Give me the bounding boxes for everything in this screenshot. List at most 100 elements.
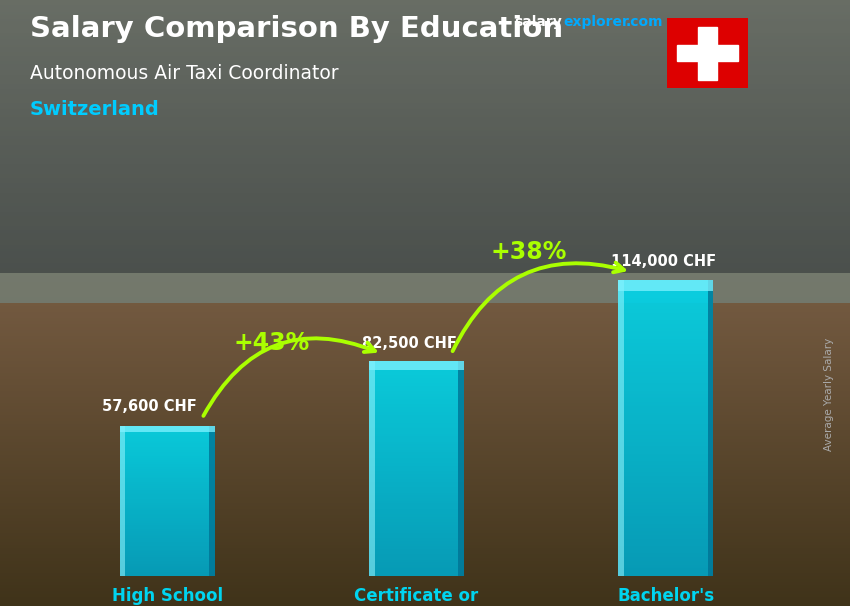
Bar: [120, 568, 214, 570]
Text: 114,000 CHF: 114,000 CHF: [611, 255, 716, 269]
Bar: [120, 426, 214, 428]
Bar: [369, 455, 464, 458]
Bar: [120, 465, 214, 467]
Bar: [120, 503, 214, 505]
Bar: [369, 527, 464, 530]
Bar: [369, 415, 464, 418]
Bar: [120, 430, 214, 431]
Bar: [369, 444, 464, 447]
Bar: [369, 361, 464, 370]
Bar: [120, 533, 214, 534]
Bar: [120, 574, 214, 576]
Bar: [369, 399, 464, 402]
Bar: [120, 516, 214, 518]
Bar: [120, 464, 214, 465]
Bar: [369, 361, 464, 364]
Bar: [619, 342, 713, 346]
Bar: [369, 525, 464, 527]
Bar: [120, 514, 214, 516]
Bar: [120, 454, 214, 456]
Bar: [120, 540, 214, 542]
Bar: [120, 426, 126, 576]
Bar: [369, 474, 464, 476]
Bar: [120, 493, 214, 495]
Bar: [369, 482, 464, 485]
Bar: [619, 542, 713, 546]
Bar: [369, 570, 464, 573]
Bar: [677, 45, 739, 61]
Bar: [369, 383, 464, 385]
Bar: [369, 364, 464, 367]
Bar: [619, 550, 713, 553]
Bar: [458, 361, 464, 576]
Bar: [120, 474, 214, 476]
Text: 82,500 CHF: 82,500 CHF: [361, 336, 456, 351]
Bar: [369, 554, 464, 557]
Bar: [619, 535, 713, 539]
Bar: [369, 447, 464, 450]
Bar: [619, 302, 713, 305]
Bar: [369, 522, 464, 525]
Bar: [369, 468, 464, 471]
Bar: [369, 549, 464, 551]
Bar: [369, 476, 464, 479]
Bar: [619, 379, 713, 383]
Bar: [369, 385, 464, 388]
Bar: [619, 453, 713, 458]
Bar: [619, 398, 713, 402]
Bar: [369, 559, 464, 562]
Bar: [369, 428, 464, 431]
Bar: [619, 442, 713, 446]
Bar: [120, 570, 214, 572]
Bar: [619, 502, 713, 505]
Bar: [369, 511, 464, 514]
Bar: [369, 423, 464, 425]
Bar: [120, 551, 214, 553]
Bar: [619, 568, 713, 572]
Bar: [707, 279, 713, 576]
Bar: [369, 442, 464, 444]
Bar: [619, 321, 713, 324]
Bar: [619, 461, 713, 465]
Bar: [369, 396, 464, 399]
Bar: [619, 565, 713, 568]
Bar: [619, 520, 713, 524]
Bar: [619, 284, 713, 287]
Bar: [369, 519, 464, 522]
Bar: [619, 435, 713, 439]
Bar: [120, 499, 214, 501]
Bar: [120, 527, 214, 529]
Bar: [619, 416, 713, 421]
Bar: [120, 553, 214, 555]
Bar: [369, 544, 464, 546]
Bar: [120, 508, 214, 510]
Bar: [619, 279, 713, 284]
Bar: [120, 491, 214, 493]
Bar: [120, 561, 214, 562]
Bar: [619, 328, 713, 331]
Bar: [369, 562, 464, 565]
Bar: [619, 476, 713, 479]
Bar: [619, 450, 713, 453]
Bar: [120, 458, 214, 460]
Bar: [120, 441, 214, 443]
Bar: [120, 460, 214, 462]
Bar: [619, 402, 713, 405]
Bar: [369, 485, 464, 487]
Bar: [120, 482, 214, 484]
Bar: [619, 421, 713, 424]
Bar: [120, 518, 214, 519]
Bar: [619, 446, 713, 450]
Bar: [619, 431, 713, 435]
Bar: [120, 525, 214, 527]
Bar: [619, 279, 713, 291]
Bar: [369, 367, 464, 370]
Text: Switzerland: Switzerland: [30, 100, 160, 119]
Bar: [120, 497, 214, 499]
Bar: [619, 428, 713, 431]
Bar: [369, 490, 464, 493]
Bar: [369, 479, 464, 482]
Bar: [120, 450, 214, 452]
Bar: [619, 505, 713, 509]
Bar: [619, 572, 713, 576]
